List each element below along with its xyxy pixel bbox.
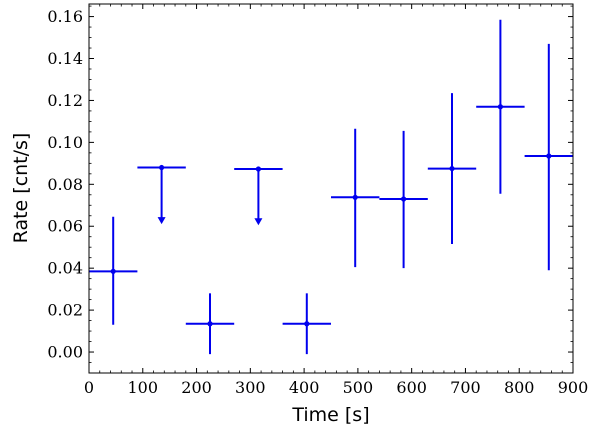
data-marker — [255, 166, 261, 172]
data-point-8 — [476, 19, 525, 194]
x-tick-label: 600 — [396, 378, 427, 397]
y-tick-label: 0.04 — [47, 259, 83, 278]
data-marker — [546, 153, 552, 159]
y-axis-ticks: 0.00 0.02 0.04 0.06 0.08 0.10 0.12 0.14 0.16 — [47, 5, 573, 374]
data-point-7 — [427, 93, 477, 245]
x-tick-label: 500 — [343, 378, 374, 397]
x-tick-label: 100 — [128, 378, 159, 397]
y-tick-label: 0.14 — [47, 49, 83, 68]
x-tick-label: 0 — [84, 378, 94, 397]
data-point-5 — [331, 128, 380, 268]
data-marker — [304, 321, 310, 327]
data-point-6 — [379, 130, 428, 269]
y-tick-label: 0.00 — [47, 343, 83, 362]
data-marker — [207, 321, 213, 327]
upper-limit-arrowhead — [254, 218, 263, 226]
plot-frame — [88, 3, 574, 374]
plot-area — [89, 4, 573, 373]
y-tick-label: 0.06 — [47, 217, 83, 236]
data-marker — [497, 104, 503, 110]
x-tick-label: 400 — [289, 378, 320, 397]
data-point-3 — [234, 166, 283, 226]
data-point-9 — [524, 43, 573, 271]
y-tick-label: 0.12 — [47, 91, 83, 110]
y-axis-label: Rate [cnt/s] — [10, 133, 32, 244]
data-marker — [159, 164, 165, 171]
data-point-0 — [89, 216, 138, 325]
data-marker — [401, 196, 407, 202]
y-tick-label: 0.10 — [47, 133, 83, 152]
data-layer — [89, 19, 573, 355]
x-axis-label: Time [s] — [291, 404, 369, 426]
data-marker — [352, 194, 358, 200]
y-tick-label: 0.08 — [47, 175, 83, 194]
x-tick-label: 200 — [181, 378, 212, 397]
x-tick-label: 800 — [504, 378, 535, 397]
upper-limit-arrowhead — [157, 217, 166, 225]
data-marker — [449, 165, 455, 172]
data-point-4 — [282, 293, 331, 355]
x-axis-ticks: 0 100 200 300 400 500 600 700 800 900 — [84, 4, 588, 397]
x-tick-label: 900 — [558, 378, 589, 397]
x-tick-label: 700 — [450, 378, 481, 397]
data-marker — [110, 268, 116, 274]
data-point-2 — [185, 293, 235, 355]
y-tick-label: 0.16 — [47, 7, 83, 26]
data-point-1 — [137, 164, 186, 225]
x-tick-label: 300 — [235, 378, 266, 397]
y-tick-label: 0.02 — [47, 301, 83, 320]
